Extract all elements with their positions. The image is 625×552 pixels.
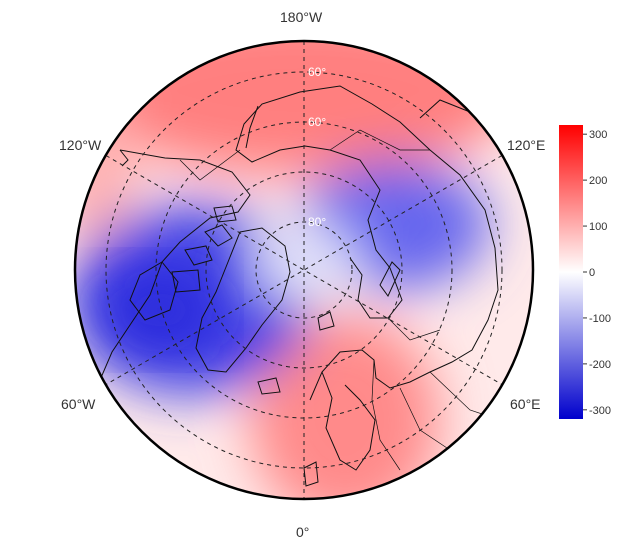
iceland	[257, 377, 281, 395]
lon-label-0: 0°	[296, 524, 310, 540]
lon-label-120e: 120°E	[507, 137, 546, 153]
colorbar-tick-label: -300	[589, 405, 611, 417]
colorbar: 300 200 100 0 -100 -200 -300	[559, 125, 611, 419]
greenland-coast	[195, 227, 291, 373]
lon-label-180w: 180°W	[280, 9, 323, 25]
colorbar-gradient	[559, 125, 583, 419]
coastlines	[99, 85, 501, 487]
positive-anomaly-pacific	[80, 41, 520, 175]
siberia-coast	[329, 149, 403, 319]
colorbar-tick-label: -100	[589, 313, 611, 325]
country-borders-2	[179, 129, 430, 181]
scandinavia-coast	[321, 371, 376, 471]
arctic-island-4	[213, 205, 237, 223]
kamchatka	[245, 105, 259, 149]
north-america-coast	[99, 149, 251, 381]
map-boundary	[73, 39, 535, 501]
lat-circle-80	[255, 221, 353, 319]
lon-label-60e: 60°E	[510, 396, 541, 412]
arctic-island-3	[171, 269, 201, 293]
colorbar-tick-label: 300	[589, 129, 607, 141]
lat-circle-70	[205, 171, 403, 369]
asia-east-coast	[419, 99, 471, 119]
negative-core	[100, 265, 220, 355]
hudson-bay	[129, 261, 179, 321]
latitude-labels: 60° 60° 80°	[308, 65, 326, 229]
eurasia-coast	[235, 85, 499, 401]
colorbar-tick-label: 200	[589, 175, 607, 187]
lat-label-2: 60°	[308, 115, 326, 129]
arctic-island-2	[184, 245, 213, 266]
lon-label-60w: 60°W	[61, 396, 96, 412]
novaya-zemlya	[379, 261, 401, 297]
colorbar-ticks: 300 200 100 0 -100 -200 -300	[583, 129, 611, 417]
arctic-island-1	[204, 224, 233, 247]
colorbar-tick-label: 0	[589, 267, 595, 279]
alaska-coast	[119, 149, 129, 167]
lon-label-120w: 120°W	[59, 137, 102, 153]
colorbar-tick-label: -200	[589, 359, 611, 371]
lat-label-3: 80°	[308, 215, 326, 229]
graticule	[105, 41, 503, 499]
british-isles	[303, 461, 319, 487]
neutral-pole	[250, 224, 360, 300]
lat-label-1: 60°	[308, 65, 326, 79]
colorbar-tick-label: 100	[589, 221, 607, 233]
lat-circle-50	[105, 71, 503, 469]
svalbard	[317, 311, 335, 331]
